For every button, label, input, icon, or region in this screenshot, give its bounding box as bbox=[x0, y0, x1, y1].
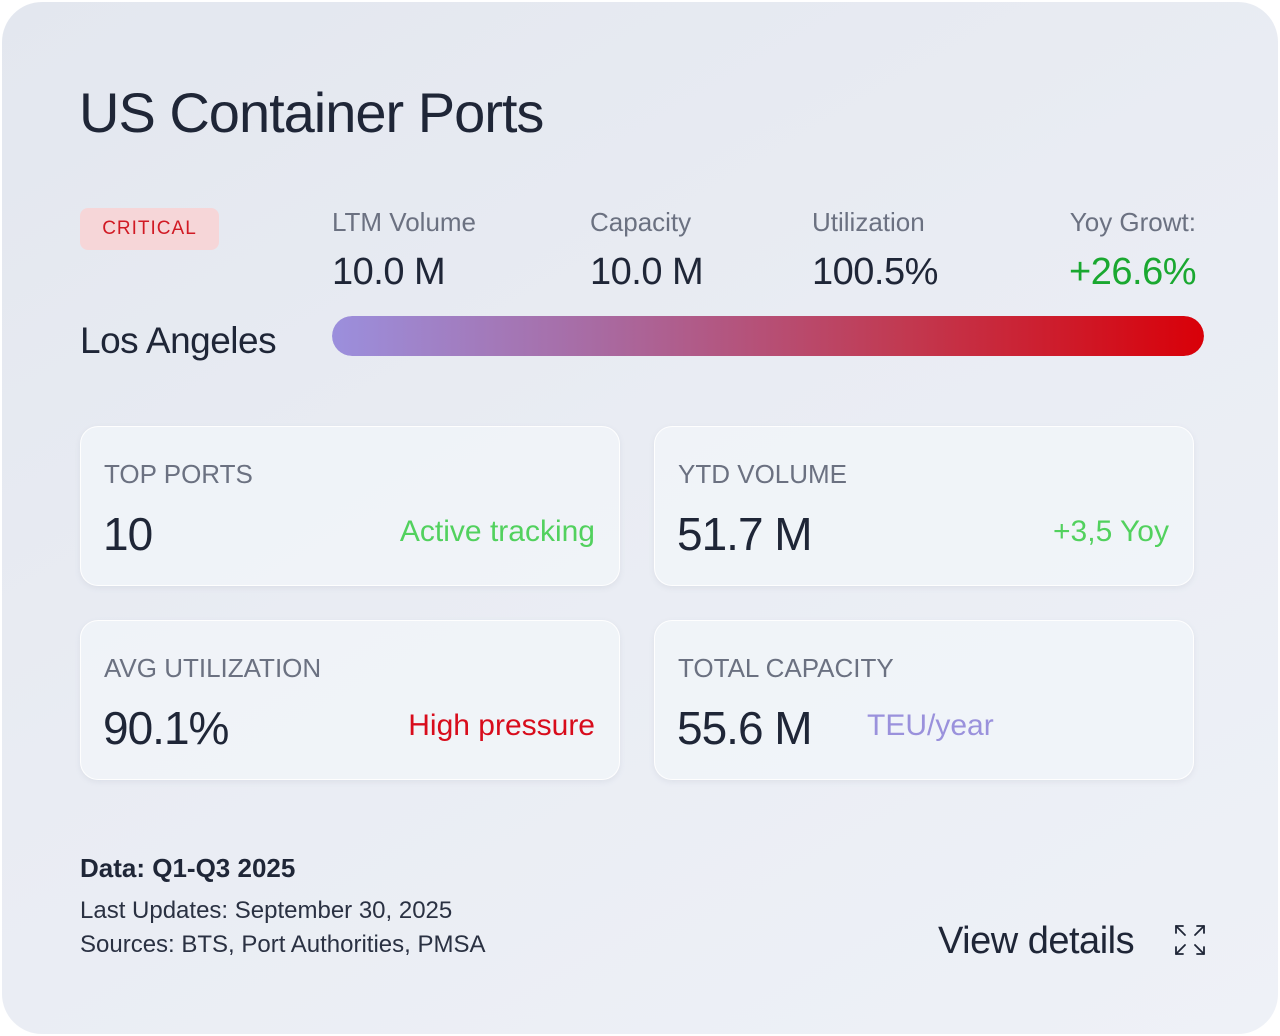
utilization-label: Utilization bbox=[812, 207, 925, 237]
stat-card-avg-utilization: AVG UTILIZATION 90.1% High pressure bbox=[80, 620, 620, 780]
view-details-link[interactable]: View details bbox=[938, 920, 1135, 962]
ltm-volume-value: 10.0 M bbox=[332, 251, 446, 293]
stat-note: Active tracking bbox=[399, 515, 595, 548]
expand-icon[interactable] bbox=[1174, 924, 1206, 956]
stat-label: TOTAL CAPACITY bbox=[678, 653, 894, 683]
status-badge: CRITICAL bbox=[80, 208, 219, 250]
stat-note: +3,5 Yoy bbox=[1053, 515, 1169, 548]
utilization-value: 100.5% bbox=[812, 251, 938, 293]
ltm-volume-label: LTM Volume bbox=[332, 207, 477, 237]
stat-label: AVG UTILIZATION bbox=[104, 653, 322, 683]
card-title: US Container Ports bbox=[79, 81, 544, 144]
stat-card-total-capacity: TOTAL CAPACITY 55.6 M TEU/year bbox=[654, 620, 1194, 780]
yoy-growth-label: Yoy Growt: bbox=[1069, 207, 1196, 237]
stat-note: High pressure bbox=[408, 709, 595, 742]
stat-label: YTD VOLUME bbox=[678, 459, 848, 489]
stat-card-top-ports: TOP PORTS 10 Active tracking bbox=[80, 426, 620, 586]
stat-value: 10 bbox=[103, 508, 153, 560]
sources: Sources: BTS, Port Authorities, PMSA bbox=[80, 931, 486, 958]
capacity-value: 10.0 M bbox=[590, 251, 704, 293]
utilization-bar bbox=[332, 316, 1204, 356]
stat-card-ytd-volume: YTD VOLUME 51.7 M +3,5 Yoy bbox=[654, 426, 1194, 586]
stat-value: 51.7 M bbox=[677, 508, 813, 560]
data-range: Data: Q1-Q3 2025 bbox=[80, 853, 296, 883]
capacity-label: Capacity bbox=[590, 207, 692, 237]
yoy-growth-value: +26.6% bbox=[1069, 251, 1196, 293]
last-updated: Last Updates: September 30, 2025 bbox=[80, 897, 453, 924]
port-name: Los Angeles bbox=[80, 320, 277, 361]
stat-label: TOP PORTS bbox=[104, 459, 253, 489]
utilization-bar-fill bbox=[332, 316, 1204, 356]
stat-value: 55.6 M bbox=[677, 702, 813, 754]
stat-value: 90.1% bbox=[103, 702, 229, 754]
stat-note: TEU/year bbox=[867, 709, 994, 742]
